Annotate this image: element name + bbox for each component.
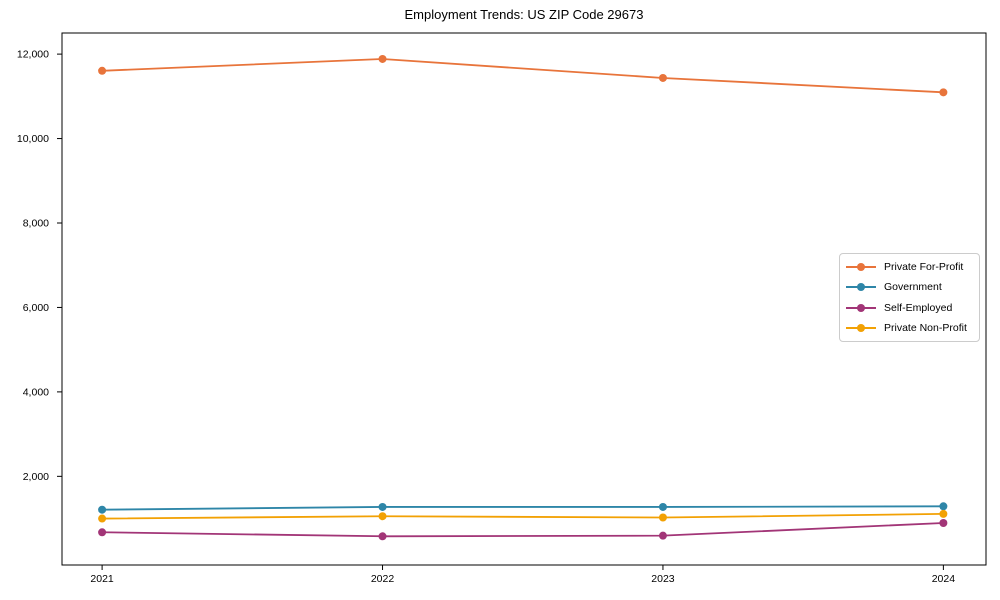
series-line-1: [102, 505, 944, 511]
data-point: [939, 88, 948, 97]
data-point: [658, 502, 667, 511]
data-point: [658, 73, 667, 82]
legend-label: Private Non-Profit: [884, 321, 967, 334]
legend-item: Private Non-Profit: [846, 318, 973, 338]
series-line-3: [102, 513, 944, 520]
legend-item: Self-Employed: [846, 298, 973, 318]
legend-label: Self-Employed: [884, 301, 953, 314]
legend-marker-icon: [846, 303, 876, 313]
data-point: [939, 502, 948, 511]
legend-marker-icon: [846, 323, 876, 333]
y-tick-label: 2,000: [23, 471, 49, 483]
series-line-2: [102, 522, 944, 538]
data-point: [939, 518, 948, 527]
data-point: [98, 66, 107, 75]
plot-border: [61, 32, 987, 566]
data-point: [98, 528, 107, 537]
data-point: [378, 54, 387, 63]
x-tick-label: 2024: [932, 573, 956, 585]
y-tick-label: 12,000: [17, 49, 49, 61]
legend-label: Private For-Profit: [884, 261, 964, 274]
series-line-0: [102, 58, 944, 94]
y-tick-label: 6,000: [23, 302, 49, 314]
chart-title: Employment Trends: US ZIP Code 29673: [404, 7, 644, 22]
data-point: [939, 509, 948, 518]
data-point: [98, 514, 107, 523]
y-tick-label: 10,000: [17, 133, 49, 145]
data-point: [98, 505, 107, 514]
data-point: [658, 531, 667, 540]
legend-item: Government: [846, 277, 973, 297]
legend-marker-icon: [846, 262, 876, 272]
data-point: [658, 513, 667, 522]
legend-label: Government: [884, 281, 942, 294]
x-tick-label: 2021: [90, 573, 114, 585]
x-tick-label: 2023: [651, 573, 675, 585]
y-tick-label: 8,000: [23, 218, 49, 230]
legend-marker-icon: [846, 282, 876, 292]
x-tick-label: 2022: [371, 573, 395, 585]
data-point: [378, 512, 387, 521]
data-point: [378, 532, 387, 541]
legend-item: Private For-Profit: [846, 257, 973, 277]
chart-legend: Private For-Profit Government Self-Employe…: [839, 253, 980, 342]
data-point: [378, 502, 387, 511]
y-tick-label: 4,000: [23, 386, 49, 398]
